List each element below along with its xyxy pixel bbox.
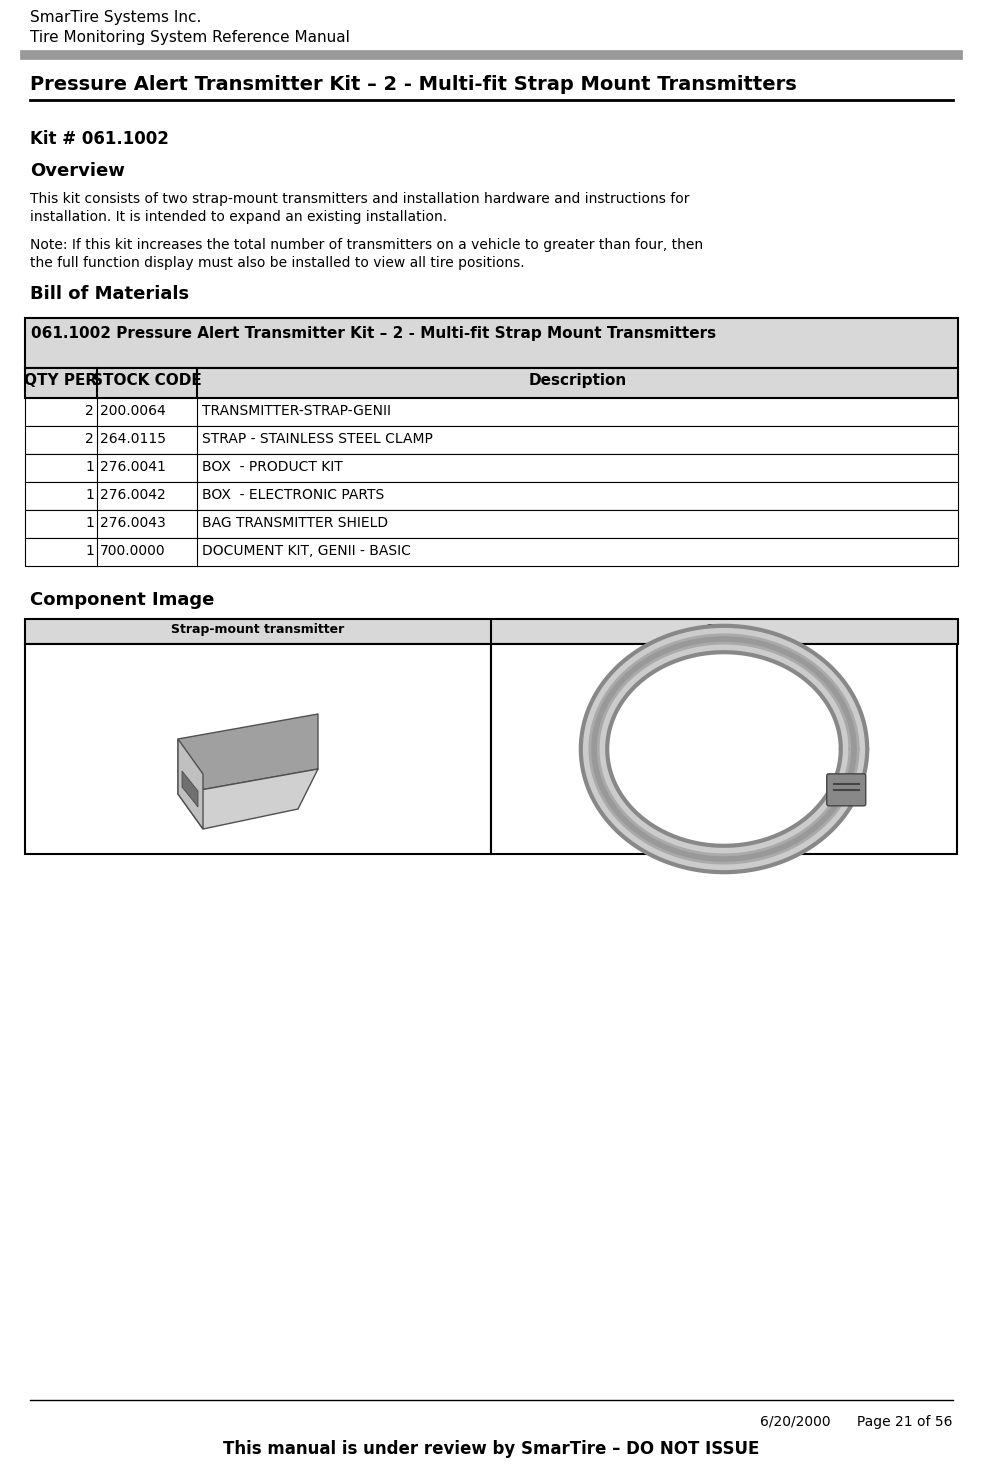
FancyBboxPatch shape <box>827 774 866 806</box>
Text: 6/20/2000      Page 21 of 56: 6/20/2000 Page 21 of 56 <box>761 1415 953 1429</box>
Text: Strap-mount transmitter: Strap-mount transmitter <box>171 623 345 636</box>
Bar <box>25 538 958 566</box>
Bar <box>25 619 958 644</box>
Bar <box>25 510 958 538</box>
Text: STRAP - STAINLESS STEEL CLAMP: STRAP - STAINLESS STEEL CLAMP <box>202 432 433 446</box>
Polygon shape <box>182 771 198 806</box>
Text: Bill of Materials: Bill of Materials <box>30 284 189 303</box>
Text: Overview: Overview <box>30 163 125 180</box>
Bar <box>491 644 957 855</box>
Text: Kit # 061.1002: Kit # 061.1002 <box>30 130 169 148</box>
Polygon shape <box>178 739 203 828</box>
Text: Note: If this kit increases the total number of transmitters on a vehicle to gre: Note: If this kit increases the total nu… <box>30 237 703 252</box>
Bar <box>25 427 958 454</box>
Text: 276.0041: 276.0041 <box>100 460 166 474</box>
Text: 276.0042: 276.0042 <box>100 488 166 501</box>
Text: 1: 1 <box>86 544 94 559</box>
Text: the full function display must also be installed to view all tire positions.: the full function display must also be i… <box>30 257 525 270</box>
Text: installation. It is intended to expand an existing installation.: installation. It is intended to expand a… <box>30 210 447 224</box>
Bar <box>25 318 958 368</box>
Bar <box>25 644 491 855</box>
Polygon shape <box>178 770 318 828</box>
Text: Description: Description <box>529 372 626 388</box>
Text: 061.1002 Pressure Alert Transmitter Kit – 2 - Multi-fit Strap Mount Transmitters: 061.1002 Pressure Alert Transmitter Kit … <box>31 325 717 342</box>
Text: 2: 2 <box>86 432 94 446</box>
Text: 700.0000: 700.0000 <box>100 544 165 559</box>
Text: BOX  - ELECTRONIC PARTS: BOX - ELECTRONIC PARTS <box>202 488 384 501</box>
Text: Strap: Strap <box>705 623 743 636</box>
Bar <box>25 482 958 510</box>
Text: 200.0064: 200.0064 <box>100 405 166 418</box>
Text: 1: 1 <box>86 516 94 531</box>
Text: 264.0115: 264.0115 <box>100 432 166 446</box>
Text: SmarTire Systems Inc.: SmarTire Systems Inc. <box>30 10 202 25</box>
Bar <box>25 368 958 397</box>
Text: 2: 2 <box>86 405 94 418</box>
Text: Component Image: Component Image <box>30 591 214 608</box>
Text: 276.0043: 276.0043 <box>100 516 166 531</box>
Text: BAG TRANSMITTER SHIELD: BAG TRANSMITTER SHIELD <box>202 516 388 531</box>
Text: 1: 1 <box>86 488 94 501</box>
Text: STOCK CODE: STOCK CODE <box>92 372 202 388</box>
Text: This kit consists of two strap-mount transmitters and installation hardware and : This kit consists of two strap-mount tra… <box>30 192 689 207</box>
Bar <box>25 397 958 427</box>
Text: This manual is under review by SmarTire – DO NOT ISSUE: This manual is under review by SmarTire … <box>223 1440 760 1459</box>
Bar <box>25 454 958 482</box>
Text: 1: 1 <box>86 460 94 474</box>
Text: QTY PER: QTY PER <box>25 372 97 388</box>
Text: BOX  - PRODUCT KIT: BOX - PRODUCT KIT <box>202 460 343 474</box>
Polygon shape <box>178 714 318 795</box>
Text: Pressure Alert Transmitter Kit – 2 - Multi-fit Strap Mount Transmitters: Pressure Alert Transmitter Kit – 2 - Mul… <box>30 75 797 94</box>
Text: DOCUMENT KIT, GENII - BASIC: DOCUMENT KIT, GENII - BASIC <box>202 544 411 559</box>
Text: TRANSMITTER-STRAP-GENII: TRANSMITTER-STRAP-GENII <box>202 405 391 418</box>
Text: Tire Monitoring System Reference Manual: Tire Monitoring System Reference Manual <box>30 29 350 45</box>
